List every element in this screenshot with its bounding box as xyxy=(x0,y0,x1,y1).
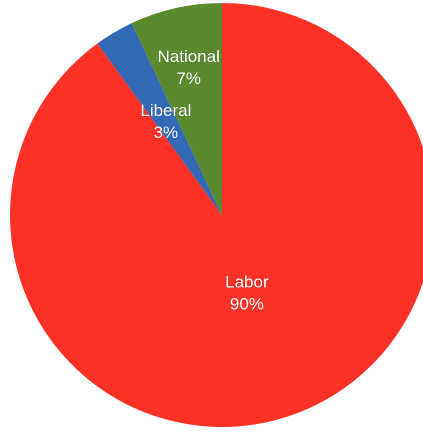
pie-slice-labor xyxy=(10,3,423,427)
pie-slice-national xyxy=(131,2,222,215)
slice-label-liberal: Liberal xyxy=(140,101,191,120)
pie-slices xyxy=(10,2,423,427)
slice-percent-national: 7% xyxy=(176,69,201,88)
slice-percent-liberal: 3% xyxy=(154,123,179,142)
pie-labels: Labor 90% Liberal 3% National 7% xyxy=(140,47,269,314)
slice-label-labor: Labor xyxy=(225,273,269,292)
pie-slice-liberal xyxy=(97,23,222,215)
slice-percent-labor: 90% xyxy=(230,295,264,314)
slice-label-national: National xyxy=(158,47,220,66)
